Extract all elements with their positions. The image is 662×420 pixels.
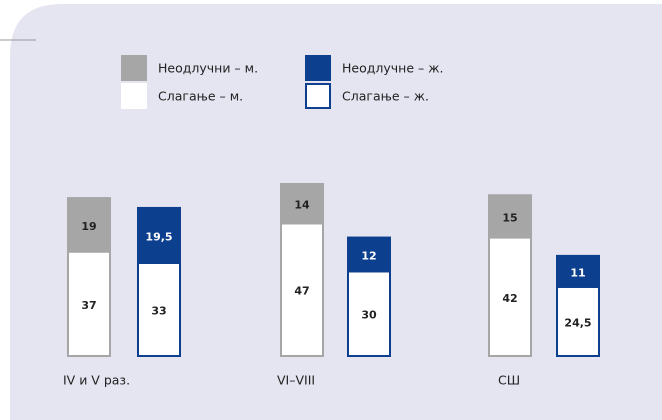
data-label: 11: [570, 266, 585, 279]
bar-segment: [280, 182, 324, 225]
legend-swatch: [121, 55, 147, 81]
bar-segment: [556, 254, 600, 288]
legend-swatch: [121, 83, 147, 109]
legend-swatch: [305, 55, 331, 81]
legend-label: Слагање – м.: [158, 89, 243, 104]
data-label: 24,5: [564, 316, 591, 329]
legend-swatch: [305, 83, 331, 109]
data-label: 33: [151, 304, 166, 317]
bar-segment: [488, 236, 532, 357]
data-label: 14: [294, 199, 310, 212]
bar-segment: [488, 194, 532, 239]
data-label: 42: [502, 292, 517, 305]
data-label: 30: [361, 309, 377, 322]
x-tick-label: IV и V раз.: [63, 373, 130, 388]
legend-label: Слагање – ж.: [342, 89, 429, 104]
bar-segment: [347, 236, 391, 273]
bar-segment: [137, 206, 181, 264]
bar-segment: [347, 270, 391, 357]
data-label: 37: [81, 299, 96, 312]
legend-label: Неодлучни – м.: [158, 61, 258, 76]
x-tick-label: VI–VIII: [277, 373, 315, 388]
x-tick-label: СШ: [498, 373, 520, 388]
data-label: 19: [81, 220, 96, 233]
legend-label: Неодлучне – ж.: [342, 61, 443, 76]
bar-segment: [67, 197, 111, 253]
bar-segment: [67, 250, 111, 357]
data-label: 47: [294, 285, 309, 298]
data-label: 15: [502, 211, 517, 224]
bar-segment: [280, 222, 324, 357]
data-label: 19,5: [145, 230, 172, 243]
bar-segment: [556, 285, 600, 357]
data-label: 12: [361, 249, 376, 262]
bar-segment: [137, 261, 181, 357]
